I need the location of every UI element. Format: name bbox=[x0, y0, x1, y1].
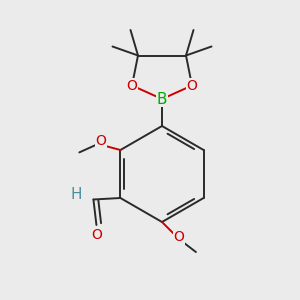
Text: O: O bbox=[91, 228, 102, 242]
Text: O: O bbox=[187, 79, 197, 92]
Text: O: O bbox=[127, 79, 137, 92]
Text: O: O bbox=[173, 230, 184, 244]
Text: H: H bbox=[70, 187, 82, 202]
Text: O: O bbox=[95, 134, 106, 148]
Text: B: B bbox=[157, 92, 167, 106]
